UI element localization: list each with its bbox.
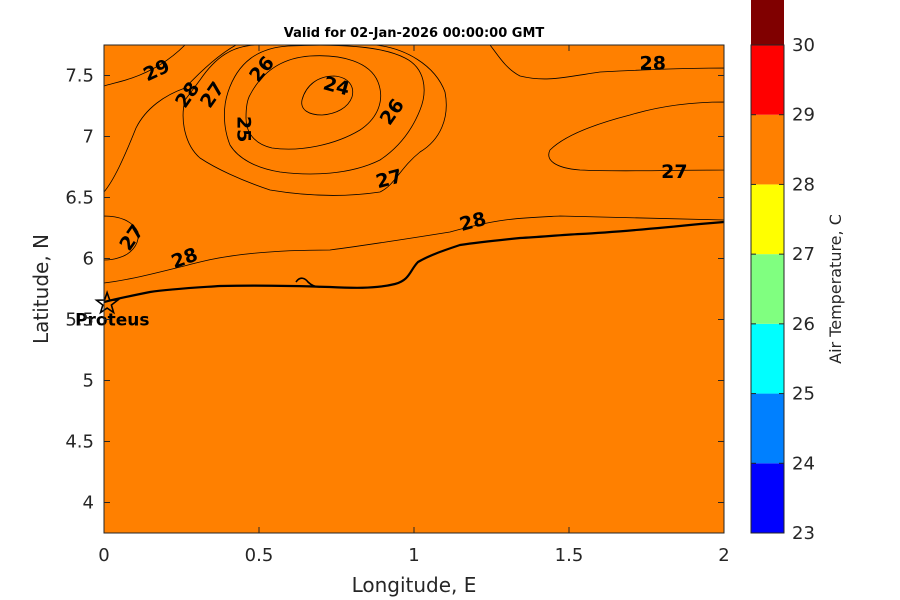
x-tick-label: 0 [98, 545, 109, 566]
colorbar-band [751, 393, 784, 464]
colorbar-tick-label: 26 [792, 314, 815, 335]
colorbar-band [751, 254, 784, 324]
y-tick-label: 7.5 [65, 66, 94, 87]
coastline [104, 220, 724, 304]
colorbar-tick-label: 28 [792, 174, 815, 195]
y-tick-label: 4.5 [65, 432, 94, 453]
colorbar-band [751, 45, 784, 115]
location-marker: Proteus [75, 290, 150, 331]
band-28-29 [104, 45, 724, 533]
y-tick-label: 4 [83, 493, 94, 514]
y-axis: 4 4.5 5 5.5 6 6.5 7 7.5 [65, 66, 724, 514]
contour-label: 25 [233, 116, 255, 142]
colorbar-tick-label: 30 [792, 35, 815, 56]
colorbar-tick-label: 29 [792, 105, 815, 126]
contour-field [104, 45, 724, 533]
band-25-26 [224, 45, 425, 175]
y-axis-label: Latitude, N [29, 234, 53, 344]
y-tick-label: 7 [83, 127, 94, 148]
colorbar-tick-label: 27 [792, 244, 815, 265]
y-tick-label: 6.5 [65, 188, 94, 209]
coastline-islet [295, 277, 321, 288]
contour-label: 27 [661, 161, 687, 183]
x-tick-label: 1 [408, 545, 419, 566]
band-26-27-north [182, 45, 447, 196]
colorbar-band [751, 114, 784, 185]
colorbar: 23 24 25 26 27 28 29 30 [750, 0, 815, 544]
colorbar-tick-label: 24 [792, 453, 815, 474]
x-tick-label: 1.5 [555, 545, 584, 566]
band-26-27-west [104, 215, 139, 261]
band-24-25 [245, 55, 382, 150]
y-tick-label: 5.5 [65, 310, 94, 331]
colorbar-band [751, 0, 784, 46]
band-23-24 [301, 75, 354, 116]
location-label: Proteus [75, 311, 149, 331]
colorbar-tick-label: 25 [792, 384, 815, 405]
colorbar-band [751, 323, 784, 394]
band-26-27-east [548, 101, 724, 172]
colorbar-frame [750, 44, 785, 534]
colorbar-band [751, 463, 784, 533]
x-tick-label: 0.5 [245, 545, 274, 566]
y-tick-label: 5 [83, 371, 94, 392]
chart-title: Valid for 02-Jan-2026 00:00:00 GMT [284, 26, 545, 41]
x-axis: 0 0.5 1 1.5 2 [98, 45, 730, 566]
colorbar-label: Air Temperature, C [826, 214, 845, 364]
y-tick-label: 6 [83, 249, 94, 270]
star-icon [94, 290, 120, 315]
x-tick-label: 2 [718, 545, 729, 566]
colorbar-band [751, 184, 784, 255]
contour-label: 28 [639, 52, 665, 74]
colorbar-tick-label: 23 [792, 523, 815, 544]
band-29-30 [104, 45, 186, 87]
x-axis-label: Longitude, E [352, 573, 477, 597]
